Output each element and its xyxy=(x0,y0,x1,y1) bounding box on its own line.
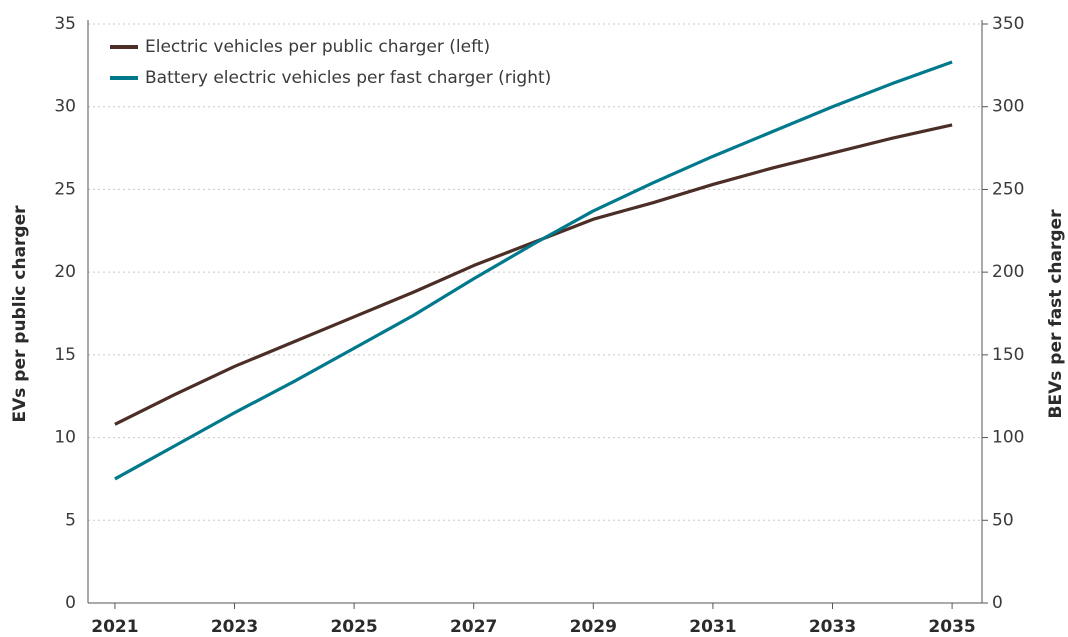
y-tick-label: 35 xyxy=(54,14,76,34)
y-tick-label: 25 xyxy=(54,179,76,199)
x-tick-label: 2031 xyxy=(689,617,736,637)
y-tick-label: 30 xyxy=(54,97,76,117)
y2-tick-label: 100 xyxy=(992,428,1024,448)
y2-tick-label: 150 xyxy=(992,345,1024,365)
y2-tick-label: 250 xyxy=(992,179,1024,199)
y-tick-label: 15 xyxy=(54,345,76,365)
x-tick-label: 2029 xyxy=(570,617,617,637)
y-axis-label: EVs per public charger xyxy=(10,205,30,423)
x-tick-label: 2033 xyxy=(809,617,856,637)
y2-tick-label: 300 xyxy=(992,97,1024,117)
y2-tick-label: 0 xyxy=(992,593,1003,613)
x-tick-label: 2027 xyxy=(450,617,497,637)
y2-tick-label: 200 xyxy=(992,262,1024,282)
x-tick-label: 2025 xyxy=(330,617,377,637)
legend-label: Battery electric vehicles per fast charg… xyxy=(145,68,551,88)
y2-axis-label: BEVs per fast charger xyxy=(1046,209,1066,419)
y2-tick-label: 50 xyxy=(992,510,1014,530)
y-tick-label: 10 xyxy=(54,428,76,448)
legend-label: Electric vehicles per public charger (le… xyxy=(145,37,490,57)
x-tick-label: 2021 xyxy=(91,617,138,637)
x-tick-label: 2023 xyxy=(211,617,258,637)
y-tick-label: 0 xyxy=(65,593,76,613)
line-series xyxy=(114,60,953,481)
y-tick-label: 5 xyxy=(65,510,76,530)
x-tick-label: 2035 xyxy=(928,617,975,637)
y2-tick-label: 350 xyxy=(992,14,1024,34)
line-series xyxy=(114,123,953,426)
y-tick-label: 20 xyxy=(54,262,76,282)
